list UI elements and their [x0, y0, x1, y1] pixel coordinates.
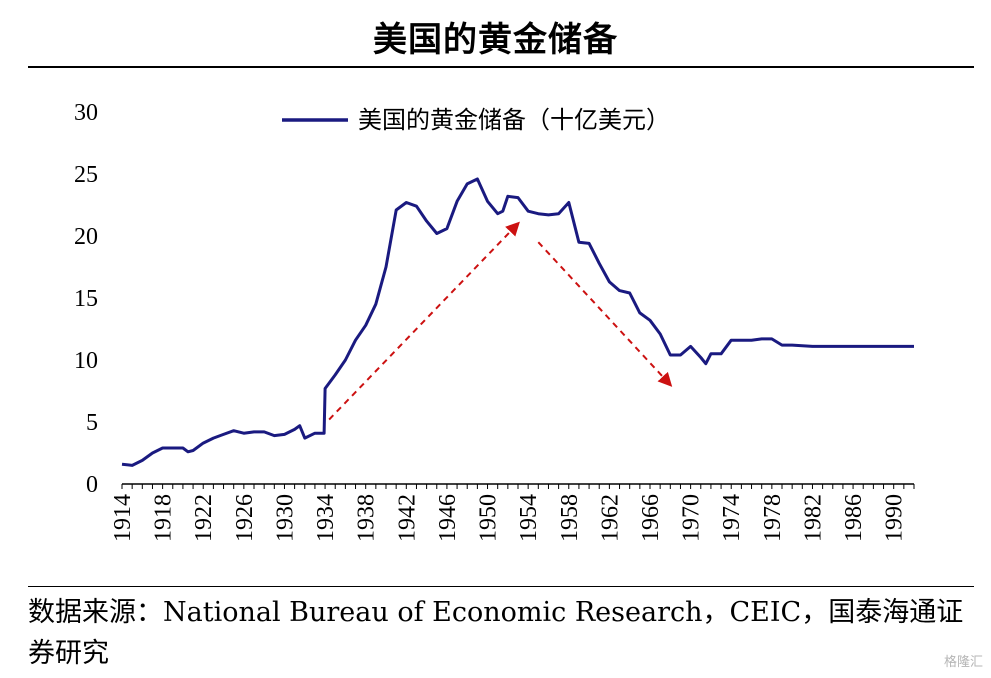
tick-labels: 0 5 10 15 20 25 30 1914 1918 1922 1926 1930 1934 1938… [74, 100, 908, 542]
x-tick-label: 1954 [516, 494, 542, 542]
y-tick-label: 25 [74, 162, 98, 188]
x-tick-label: 1958 [557, 494, 583, 542]
x-tick-label: 1970 [679, 494, 705, 542]
x-tick-label: 1982 [800, 494, 826, 542]
x-tick-label: 1966 [638, 494, 664, 542]
legend-label: 美国的黄金储备（十亿美元） [358, 106, 670, 134]
y-tick-label: 30 [74, 100, 98, 126]
legend: 美国的黄金储备（十亿美元） [282, 106, 670, 134]
axes [121, 483, 915, 489]
x-tick-label: 1930 [272, 494, 298, 542]
source-note: 数据来源：National Bureau of Economic Researc… [28, 597, 964, 669]
x-tick-label: 1978 [760, 494, 786, 542]
x-tick-label: 1938 [354, 494, 380, 542]
x-tick-label: 1974 [719, 494, 745, 542]
x-tick-label: 1942 [394, 494, 420, 542]
x-tick-label: 1922 [191, 494, 217, 542]
bottom-rule [28, 586, 974, 587]
x-tick-label: 1990 [882, 494, 908, 542]
annotations [328, 221, 673, 421]
x-tick-label: 1946 [435, 494, 461, 542]
top-rule [28, 66, 974, 68]
line-chart: 0 5 10 15 20 25 30 1914 1918 1922 1926 1930 1934 1938… [74, 100, 915, 542]
x-tick-label: 1926 [232, 494, 258, 542]
x-tick-label: 1962 [597, 494, 623, 542]
y-tick-label: 20 [74, 224, 98, 250]
x-tick-label: 1918 [151, 494, 177, 542]
x-tick-label: 1934 [313, 494, 339, 542]
y-tick-label: 10 [74, 348, 98, 374]
watermark: 格隆汇 [943, 655, 983, 670]
y-tick-label: 15 [74, 286, 98, 312]
x-tick-label: 1914 [110, 494, 136, 542]
y-tick-label: 5 [86, 410, 98, 436]
trend-arrow [328, 221, 520, 421]
x-tick-label: 1950 [476, 494, 502, 542]
trend-arrow [537, 241, 673, 387]
series-layer [121, 177, 914, 467]
series-line [121, 177, 914, 467]
x-tick-label: 1986 [841, 494, 867, 542]
y-tick-label: 0 [86, 472, 98, 498]
chart-title: 美国的黄金储备 [373, 20, 618, 60]
